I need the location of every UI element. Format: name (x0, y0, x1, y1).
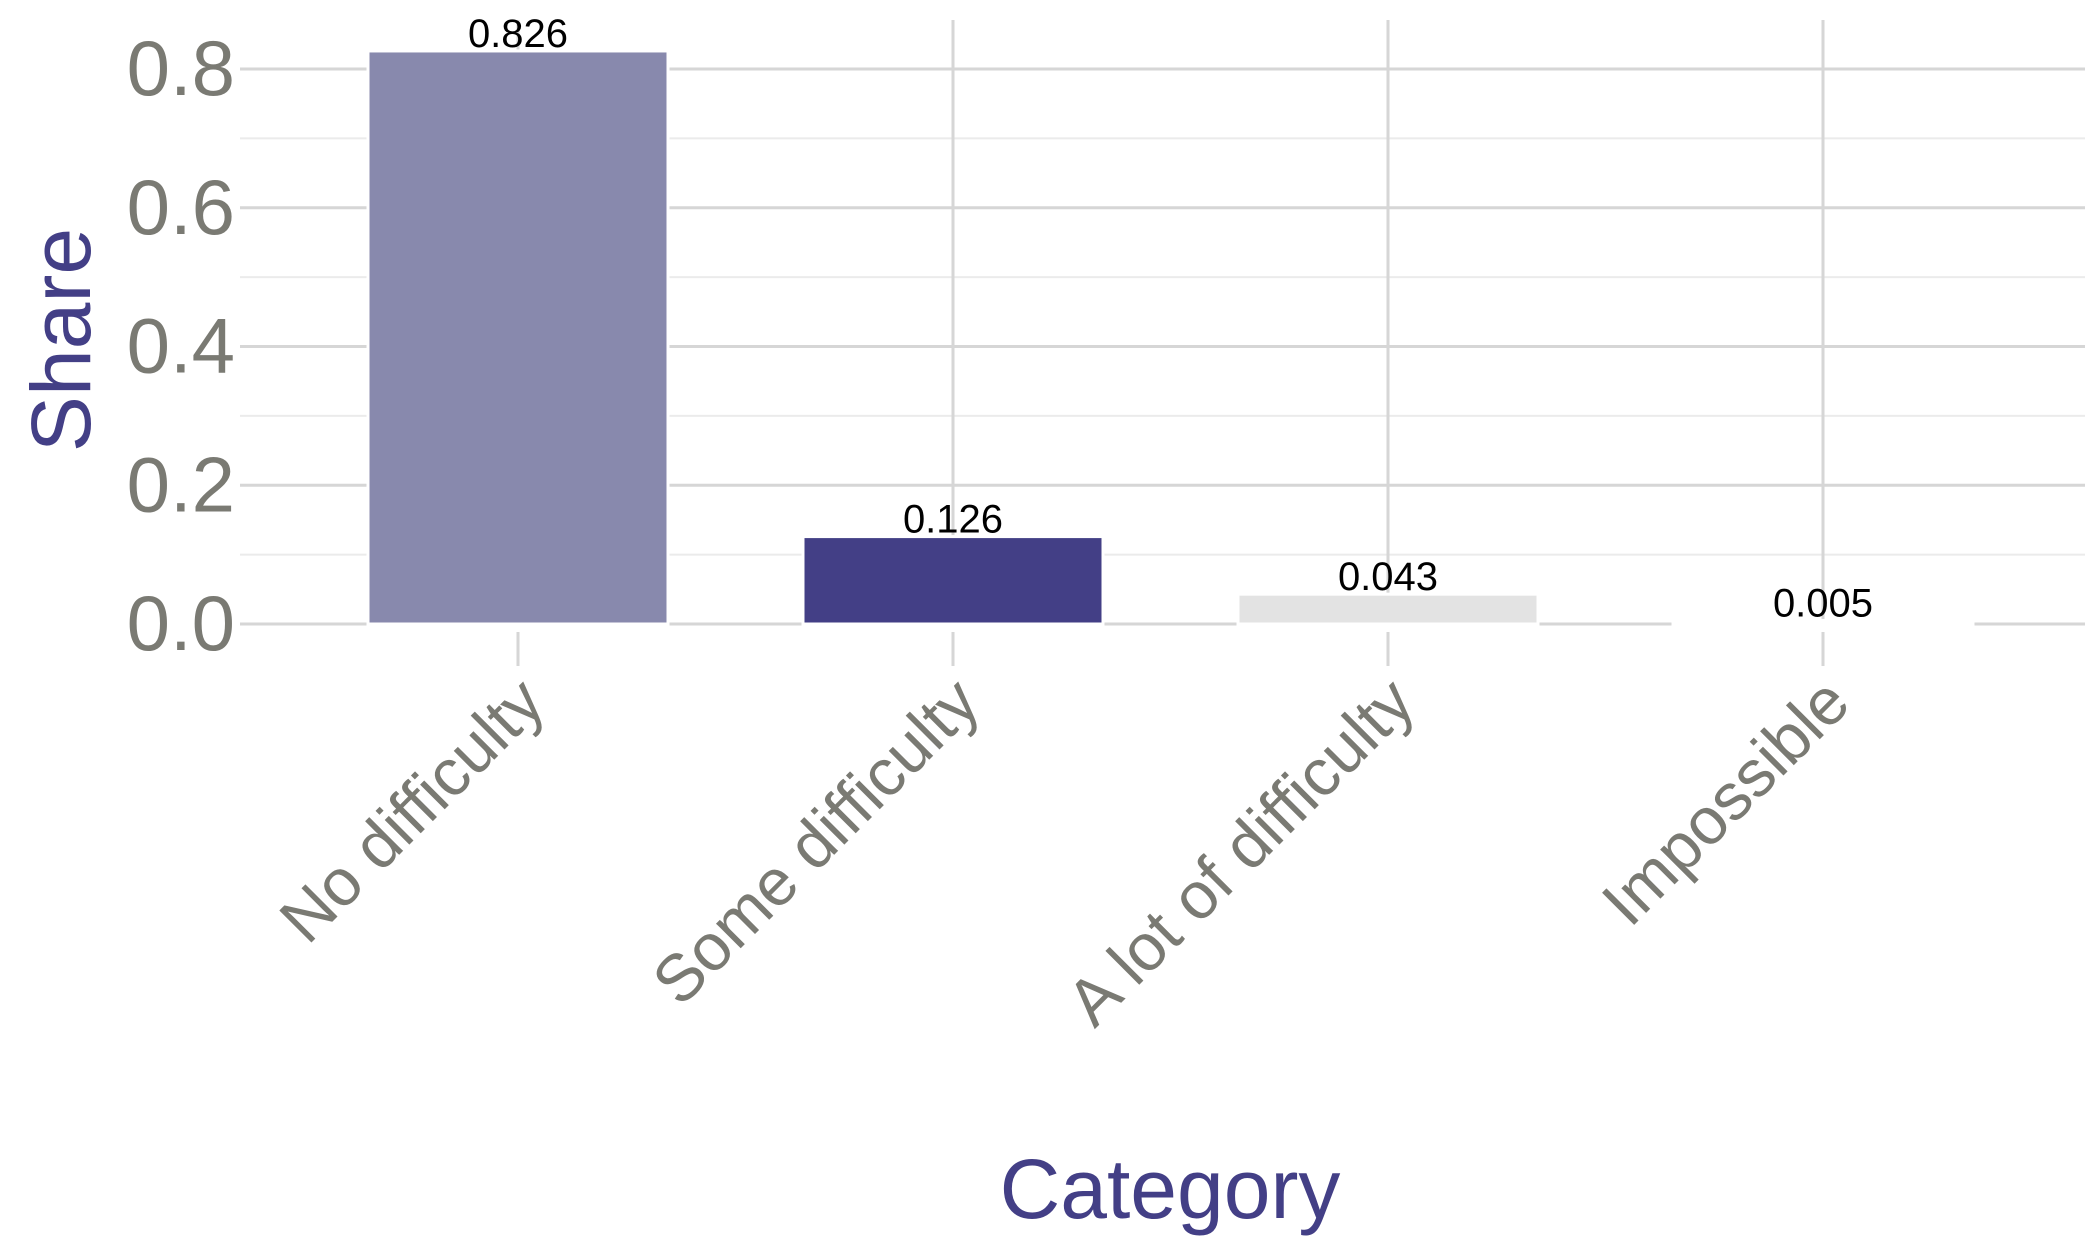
x-tick-label: Impossible (1588, 664, 1863, 939)
x-tick-label: No difficulty (265, 664, 558, 957)
data-labels: 0.826 0.126 0.043 0.005 (468, 12, 1873, 626)
bar (366, 49, 670, 626)
bar (1671, 619, 1975, 626)
y-tick-label: 0.2 (127, 440, 235, 528)
bar-value-label: 0.126 (903, 498, 1003, 542)
bar-value-label: 0.043 (1338, 555, 1438, 599)
bars (366, 49, 1975, 626)
bar (801, 535, 1105, 626)
bar-value-label: 0.826 (468, 12, 568, 56)
y-axis-title: Share (14, 228, 108, 452)
y-tick-label: 0.0 (127, 579, 235, 667)
y-tick-label: 0.6 (127, 163, 235, 251)
x-axis-title: Category (1000, 1142, 1341, 1236)
bar-value-label: 0.005 (1773, 582, 1873, 626)
x-tick-label: A lot of difficulty (1052, 664, 1428, 1040)
bar (1236, 592, 1540, 626)
y-tick-label: 0.4 (127, 302, 235, 390)
y-tick-label: 0.8 (127, 24, 235, 112)
y-axis-ticks: 0.0 0.2 0.4 0.6 0.8 (127, 24, 235, 667)
x-tick-label: Some difficulty (638, 664, 993, 1019)
x-axis-ticks: No difficulty Some difficulty A lot of dif… (265, 632, 1863, 1039)
